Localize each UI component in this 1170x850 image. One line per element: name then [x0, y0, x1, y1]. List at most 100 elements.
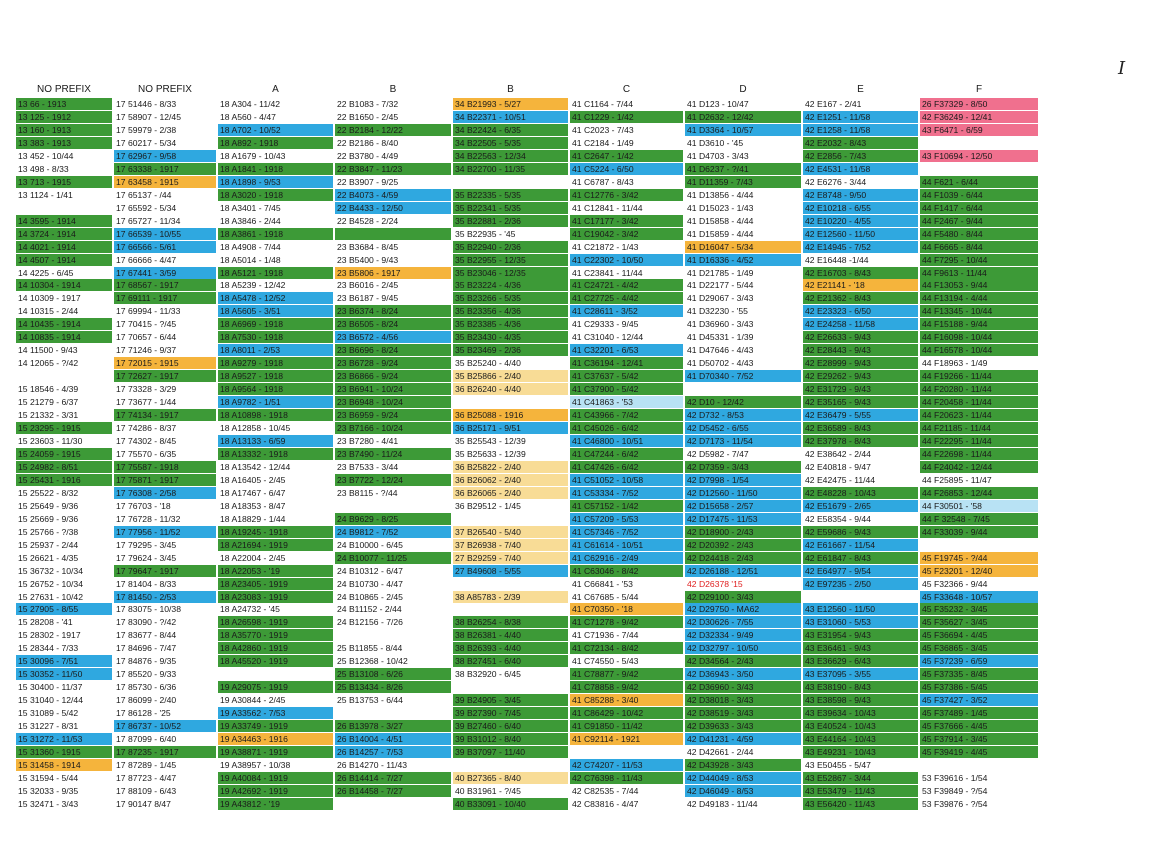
- table-cell: 18 A26598 - 1919: [218, 616, 333, 629]
- table-cell: 13 125 - 1912: [16, 111, 112, 123]
- table-cell: 15 31089 - 5/42: [18, 708, 79, 719]
- table-cell: 42 E28999 - 9/43: [803, 357, 918, 370]
- table-cell: 41 C86429 - 10/42: [570, 707, 683, 720]
- table-cell: 43 E36629 - 6/43: [803, 655, 918, 668]
- table-cell: 35 B23224 - 4/36: [453, 279, 568, 292]
- table-cell: [335, 707, 451, 719]
- table-cell: 41 D47646 - 4/43: [687, 345, 754, 356]
- table-cell: 44 F16578 - 10/44: [920, 344, 1038, 357]
- table-cell: 35 B22341 - 5/35: [453, 201, 568, 214]
- table-cell: 18 A8011 - 2/53: [218, 344, 333, 357]
- table-cell: 22 B3847 - 11/23: [335, 162, 451, 175]
- table-cell: 41 C85288 - 3/40: [570, 694, 683, 707]
- table-cell: [335, 227, 451, 240]
- table-cell: 19 A40084 - 1919: [218, 771, 333, 784]
- table-cell: 15 21332 - 3/31: [18, 410, 79, 420]
- table-cell: 41 C17177 - 3/42: [570, 214, 683, 227]
- table-cell: 38 B26381 - 4/40: [453, 629, 568, 642]
- table-cell: 42 D26378 '15: [687, 578, 743, 589]
- table-cell: 42 E64977 - 9/54: [803, 564, 918, 577]
- table-cell: 45 F32366 - 9/44: [922, 578, 988, 589]
- table-cell: 41 C37900 - 5/42: [570, 383, 683, 396]
- table-cell: 39 B27390 - 7/45: [453, 707, 568, 720]
- table-cell: 24 B12156 - 7/26: [337, 617, 403, 628]
- table-cell: 17 79624 - 3/45: [116, 552, 177, 563]
- table-cell: 41 C12776 - 3/42: [570, 188, 683, 201]
- table-cell: 41 D16336 - 4/52: [685, 253, 801, 266]
- table-cell: 42 E35165 - 9/43: [803, 396, 918, 409]
- table-cell: 42 E28443 - 9/43: [803, 344, 918, 357]
- table-cell: 22 B3907 - 9/25: [337, 176, 399, 187]
- table-cell: 18 A5121 - 1918: [218, 266, 333, 279]
- table-cell: 41 C45026 - 6/42: [570, 422, 683, 434]
- table-cell: 42 D44049 - 8/53: [685, 771, 801, 784]
- table-cell: 17 74286 - 8/37: [116, 423, 177, 433]
- table-cell: 17 73677 - 1/44: [116, 397, 177, 408]
- table-cell: 18 A9527 - 1918: [218, 370, 333, 383]
- table-cell: 14 12065 - ?/42: [18, 358, 79, 369]
- table-cell: 39 B37097 - 11/40: [453, 746, 568, 758]
- table-cell: 35 B25240 - 4/40: [455, 358, 521, 369]
- table-cell: 42 E8748 - 9/50: [803, 188, 918, 201]
- table-cell: 23 B7490 - 11/24: [335, 447, 451, 460]
- table-cell: 41 C57346 - 7/52: [570, 525, 683, 538]
- table-cell: 23 B6948 - 10/24: [335, 396, 451, 409]
- table-cell: 15 30352 - 11/50: [16, 668, 112, 681]
- table-cell: 15 26621 - 4/35: [18, 552, 79, 563]
- table-cell: 23 B6505 - 8/24: [335, 318, 451, 331]
- table-cell: 15 30400 - 11/37: [18, 682, 83, 693]
- table-cell: 43 E37095 - 3/55: [803, 668, 918, 681]
- table-cell: 44 F24042 - 12/44: [920, 460, 1038, 473]
- table-cell: 13 498 - 8/33: [18, 163, 69, 174]
- table-cell: 19 A34463 - 1916: [218, 733, 333, 745]
- table-cell: 42 E48228 - 10/43: [803, 486, 918, 499]
- table-cell: 17 86737 - 10/52: [114, 720, 216, 733]
- table-cell: 17 85520 - 9/33: [116, 669, 177, 680]
- table-cell: 42 E1258 - 11/58: [803, 123, 918, 136]
- table-cell: 18 A9782 - 1/51: [218, 396, 333, 409]
- table-cell: 17 81450 - 2/53: [114, 590, 216, 603]
- table-cell: 44 F7295 - 10/44: [920, 253, 1038, 266]
- table-cell: 25 B11855 - 8/44: [337, 643, 403, 654]
- table-cell: 23 B6959 - 9/24: [335, 409, 451, 421]
- table-cell: 14 3595 - 1914: [16, 214, 112, 227]
- table-cell: 17 84876 - 9/35: [116, 656, 177, 667]
- table-cell: 41 C29333 - 9/45: [572, 319, 639, 330]
- table-cell: 41 C2184 - 1/49: [572, 137, 634, 148]
- table-cell: 18 A7530 - 1918: [218, 331, 333, 344]
- table-cell: 44 F18963 - 1/49: [922, 358, 988, 369]
- table-cell: 44 F15188 - 9/44: [920, 318, 1038, 331]
- table-cell: 41 D21785 - 1/49: [687, 267, 754, 278]
- table-cell: 41 C21872 - 1/43: [572, 241, 639, 252]
- table-cell: 36 B26065 - 2/40: [453, 486, 568, 499]
- table-cell: 17 77956 - 11/52: [114, 525, 216, 538]
- table-cell: 42 D34564 - 2/43: [685, 655, 801, 668]
- table-cell: 17 72015 - 1915: [114, 357, 216, 370]
- table-cell: 17 87099 - 6/40: [116, 734, 177, 744]
- table-cell: 25 B13434 - 8/26: [335, 681, 451, 694]
- table-cell: 43 E40524 - 10/43: [803, 720, 918, 733]
- table-cell: 41 C12841 - 11/44: [572, 202, 643, 213]
- table-cell: 17 83677 - 8/44: [116, 630, 177, 641]
- table-cell: 42 D32797 - 10/50: [685, 642, 801, 655]
- table-cell: 38 B26393 - 4/40: [453, 642, 568, 655]
- table-cell: 34 B22700 - 11/35: [453, 162, 568, 175]
- table-cell: 18 A3020 - 1918: [218, 188, 333, 201]
- table-cell: 18 A18353 - 8/47: [220, 500, 286, 511]
- table-cell: 42 E59686 - 9/43: [803, 525, 918, 538]
- table-cell: 19 A29075 - 1919: [218, 681, 333, 694]
- table-cell: 23 B6728 - 9/24: [335, 357, 451, 370]
- table-cell: 42 E37978 - 8/43: [803, 435, 918, 447]
- table-cell: 41 C23841 - 11/44: [572, 267, 643, 278]
- table-cell: 23 B6696 - 8/24: [335, 344, 451, 357]
- table-cell: 17 69111 - 1917: [114, 292, 216, 305]
- table-cell: 23 B5400 - 9/43: [337, 254, 399, 265]
- table-cell: 17 51446 - 8/33: [116, 99, 177, 109]
- table-cell: 25 B13753 - 6/44: [337, 695, 403, 706]
- table-cell: 18 A5014 - 1/48: [220, 254, 281, 265]
- table-cell: [335, 500, 451, 512]
- table-cell: 41 C61614 - 10/51: [570, 538, 683, 551]
- table-cell: 27 B49608 - 5/55: [453, 564, 568, 577]
- table-cell: 44 F21185 - 11/44: [920, 422, 1038, 434]
- table-cell: 41 D50702 - 4/43: [687, 358, 754, 369]
